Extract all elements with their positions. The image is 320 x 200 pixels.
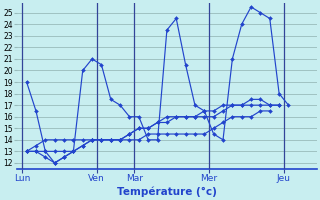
- X-axis label: Température (°c): Température (°c): [117, 186, 217, 197]
